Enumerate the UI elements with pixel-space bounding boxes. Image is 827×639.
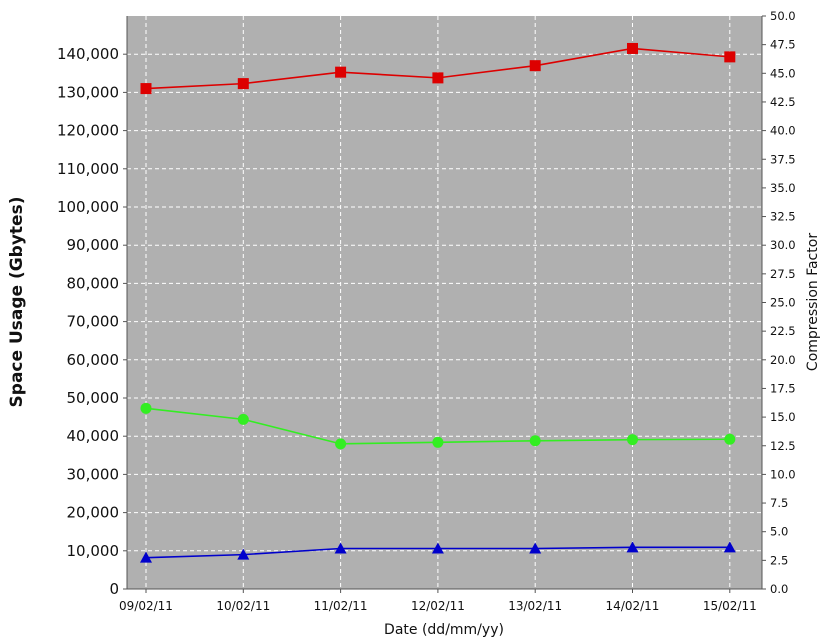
right-tick-label: 15.0 <box>770 410 796 424</box>
right-tick-label: 5.0 <box>770 525 788 539</box>
data-point <box>140 551 152 563</box>
x-tick-label: 13/02/11 <box>508 599 562 613</box>
x-tick-label: 14/02/11 <box>606 599 660 613</box>
right-tick-label: 0.0 <box>770 582 788 596</box>
right-tick-label: 20.0 <box>770 353 796 367</box>
y-axis-title: Space Usage (Gbytes) <box>7 197 27 408</box>
x-tick-label: 10/02/11 <box>216 599 270 613</box>
right-tick-label: 45.0 <box>770 66 796 80</box>
y2-axis-title: Compression Factor <box>805 233 821 371</box>
data-point <box>237 548 250 560</box>
data-point <box>335 438 347 450</box>
right-axis-ticks: 0.0 2.5 5.0 7.5 10.0 12.5 15.0 17.5 20.0 22.5 25.0… <box>762 9 796 596</box>
right-tick-label: 35.0 <box>770 181 796 195</box>
x-axis-title: Date (dd/mm/yy) <box>384 622 504 638</box>
left-tick-label: 120,000 <box>57 122 119 140</box>
series <box>140 42 736 563</box>
plot-area <box>127 16 762 589</box>
x-axis-ticks: 09/02/11 10/02/11 11/02/11 12/02/11 13/02/11… <box>119 589 757 613</box>
left-tick-label: 140,000 <box>57 45 119 63</box>
right-tick-label: 32.5 <box>770 210 796 224</box>
right-tick-label: 30.0 <box>770 238 796 252</box>
data-point <box>237 78 249 90</box>
right-tick-label: 12.5 <box>770 439 796 453</box>
data-point <box>334 542 347 554</box>
right-tick-label: 17.5 <box>770 381 796 395</box>
left-tick-label: 10,000 <box>67 542 120 560</box>
right-tick-label: 10.0 <box>770 467 796 481</box>
data-point <box>627 42 638 54</box>
x-tick-label: 12/02/11 <box>411 599 465 613</box>
data-point <box>724 433 736 445</box>
left-tick-label: 20,000 <box>67 504 120 522</box>
left-tick-label: 110,000 <box>57 160 119 178</box>
left-tick-label: 130,000 <box>57 83 119 101</box>
left-tick-label: 0 <box>109 580 119 598</box>
right-tick-label: 37.5 <box>770 152 796 166</box>
left-tick-label: 40,000 <box>67 427 120 445</box>
x-tick-label: 11/02/11 <box>314 599 368 613</box>
left-tick-label: 80,000 <box>67 274 120 292</box>
data-point <box>724 51 736 63</box>
right-tick-label: 47.5 <box>770 38 796 52</box>
left-tick-label: 60,000 <box>67 351 120 369</box>
data-point <box>529 60 541 72</box>
data-point <box>432 436 444 448</box>
right-tick-label: 25.0 <box>770 296 796 310</box>
data-point <box>627 434 638 446</box>
data-point <box>237 413 249 425</box>
x-tick-label: 09/02/11 <box>119 599 173 613</box>
data-point <box>140 402 152 414</box>
grid <box>127 16 762 589</box>
data-point <box>529 542 542 554</box>
left-tick-label: 70,000 <box>67 313 120 331</box>
data-point <box>529 435 541 447</box>
data-point <box>626 541 639 553</box>
left-tick-label: 90,000 <box>67 236 120 254</box>
data-point <box>431 542 444 554</box>
right-tick-label: 7.5 <box>770 496 788 510</box>
left-tick-label: 30,000 <box>67 465 120 483</box>
right-tick-label: 22.5 <box>770 324 796 338</box>
right-tick-label: 40.0 <box>770 124 796 138</box>
data-point <box>140 83 152 95</box>
left-axis-ticks: 0 10,000 20,000 30,000 40,000 50,000 60,000 70,… <box>57 45 127 598</box>
left-tick-label: 100,000 <box>57 198 119 216</box>
right-tick-label: 42.5 <box>770 95 796 109</box>
data-point <box>335 66 347 78</box>
x-tick-label: 15/02/11 <box>703 599 757 613</box>
right-tick-label: 2.5 <box>770 553 788 567</box>
data-point <box>723 541 736 553</box>
left-tick-label: 50,000 <box>67 389 120 407</box>
right-tick-label: 50.0 <box>770 9 796 23</box>
data-point <box>432 72 444 84</box>
right-tick-label: 27.5 <box>770 267 796 281</box>
